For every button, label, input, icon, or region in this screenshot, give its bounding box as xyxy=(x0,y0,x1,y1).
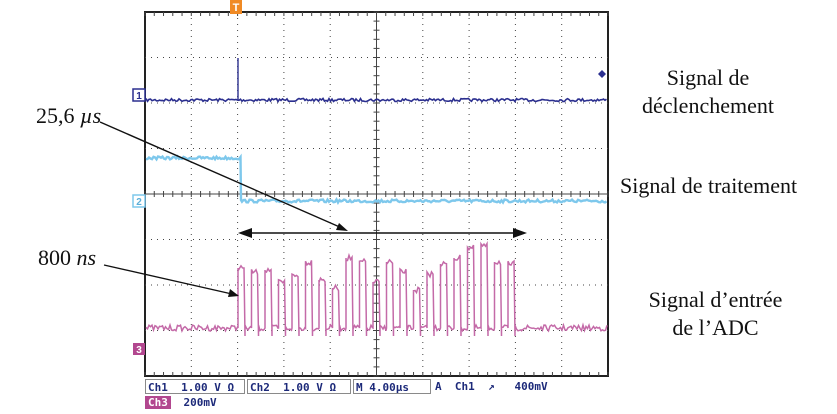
trigger-settings: A Ch1 ↗ 400mV xyxy=(435,380,548,393)
adc-input-signal-label-line-1: Signal d’entrée xyxy=(648,287,783,312)
ch3-trace xyxy=(145,240,608,337)
trigger-marker: T xyxy=(230,0,242,14)
scope-grid xyxy=(144,11,609,377)
scope-status-bar: Ch1 1.00 V Ω Ch2 1.00 V Ω M 4.00µs A Ch1… xyxy=(145,379,610,395)
annotation-pointers xyxy=(99,121,348,297)
trigger-signal-label: Signal de déclenchement xyxy=(638,64,778,120)
ch3-marker: 3 xyxy=(133,343,145,356)
ch1-offset-diamond-icon xyxy=(598,70,606,78)
duration-long-annotation: 25,6 µs xyxy=(36,103,102,128)
duration-double-arrow xyxy=(238,228,527,238)
ch2-settings: Ch2 1.00 V Ω xyxy=(247,379,351,394)
ch2-marker-text: 2 xyxy=(136,197,142,208)
processing-signal-label: Signal de traitement xyxy=(620,173,798,198)
ch2-marker: 2 xyxy=(132,194,146,208)
ch2-trace xyxy=(145,153,608,205)
ch3-settings: Ch3 200mV xyxy=(145,396,217,412)
ch3-marker-text: 3 xyxy=(136,345,142,356)
trigger-signal-label-line-2: déclenchement xyxy=(642,93,774,118)
ch3-settings-scale: 200mV xyxy=(183,396,217,409)
adc-input-signal-label: Signal d’entrée de l’ADC xyxy=(628,286,803,342)
ch3-settings-label: Ch3 xyxy=(145,396,171,409)
ch1-settings: Ch1 1.00 V Ω xyxy=(145,379,245,394)
duration-short-annotation: 800 ns xyxy=(38,245,97,270)
ch1-marker-text: 1 xyxy=(136,91,142,102)
trigger-signal-label-line-1: Signal de xyxy=(666,65,750,90)
ch1-marker: 1 xyxy=(132,88,146,102)
signal-traces xyxy=(145,58,608,337)
trigger-marker-text: T xyxy=(233,2,240,14)
adc-input-signal-label-line-2: de l’ADC xyxy=(672,315,759,340)
ch1-trace xyxy=(145,96,607,104)
timebase-setting: M 4.00µs xyxy=(353,379,431,394)
